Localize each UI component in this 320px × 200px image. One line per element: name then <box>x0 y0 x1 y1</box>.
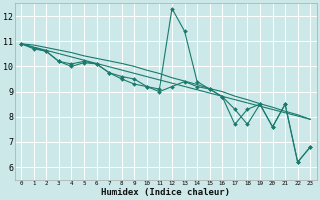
X-axis label: Humidex (Indice chaleur): Humidex (Indice chaleur) <box>101 188 230 197</box>
